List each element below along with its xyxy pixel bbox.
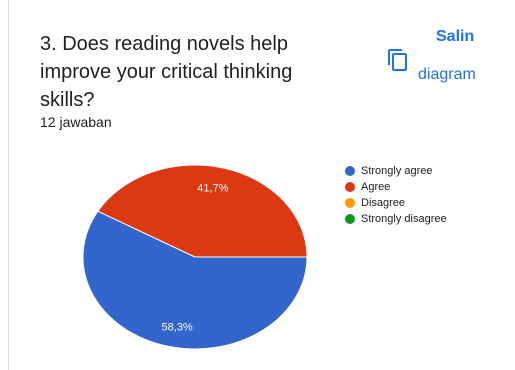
legend-label: Strongly agree [361,165,433,177]
legend-swatch [345,198,355,208]
copy-icon [388,49,407,71]
legend-item-disagree[interactable]: Disagree [345,195,447,211]
question-title: 3. Does reading novels help improve your… [40,33,293,111]
legend-item-strongly-agree[interactable]: Strongly agree [345,163,447,179]
response-count: 12 jawaban [40,114,112,130]
legend-label: Agree [361,181,391,193]
pie-slice-agree[interactable] [97,164,308,258]
pie-slice-label-agree: 41,7% [197,183,228,195]
pie-slice-label-strongly-agree: 58,3% [161,321,192,333]
left-divider [8,0,9,370]
pie-chart: 58,3% 41,7% [82,164,308,350]
legend-swatch [345,214,355,224]
legend-item-agree[interactable]: Agree [345,179,447,195]
pie-slice-strongly-agree[interactable] [82,210,308,350]
copy-chart-label-1: Salin [436,28,475,45]
legend-label: Strongly disagree [361,213,447,225]
chart-legend: Strongly agree Agree Disagree Strongly disa… [345,163,447,227]
legend-swatch [345,182,355,192]
legend-swatch [345,166,355,176]
legend-label: Disagree [361,197,406,209]
copy-chart-label-2: diagram [418,66,476,83]
legend-item-strongly-disagree[interactable]: Strongly disagree [345,211,447,227]
copy-chart-button[interactable]: Salin diagram [378,28,498,90]
